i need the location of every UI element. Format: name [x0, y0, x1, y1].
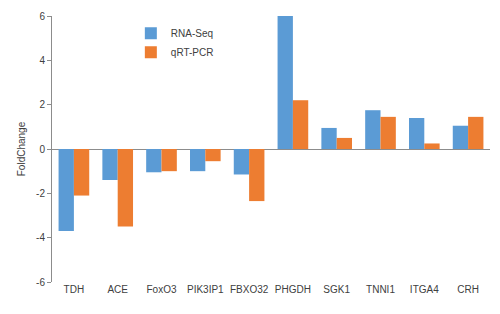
svg-text:TNNI1: TNNI1	[366, 284, 395, 295]
svg-text:6: 6	[39, 11, 45, 22]
svg-text:PIK3IP1: PIK3IP1	[187, 284, 224, 295]
svg-text:FBXO32: FBXO32	[230, 284, 269, 295]
svg-text:RNA-Seq: RNA-Seq	[171, 28, 213, 39]
svg-text:2: 2	[39, 99, 45, 110]
svg-text:-4: -4	[36, 232, 45, 243]
svg-text:-6: -6	[36, 277, 45, 288]
svg-text:PHGDH: PHGDH	[275, 284, 311, 295]
svg-text:qRT-PCR: qRT-PCR	[171, 47, 214, 58]
svg-text:ITGA4: ITGA4	[410, 284, 439, 295]
svg-text:4: 4	[39, 55, 45, 66]
svg-text:SGK1: SGK1	[323, 284, 350, 295]
svg-text:ACE: ACE	[107, 284, 128, 295]
svg-text:-2: -2	[36, 188, 45, 199]
svg-text:TDH: TDH	[64, 284, 85, 295]
svg-text:0: 0	[39, 144, 45, 155]
svg-text:FoxO3: FoxO3	[146, 284, 176, 295]
svg-text:CRH: CRH	[457, 284, 479, 295]
svg-text:FoldChange: FoldChange	[16, 121, 27, 176]
